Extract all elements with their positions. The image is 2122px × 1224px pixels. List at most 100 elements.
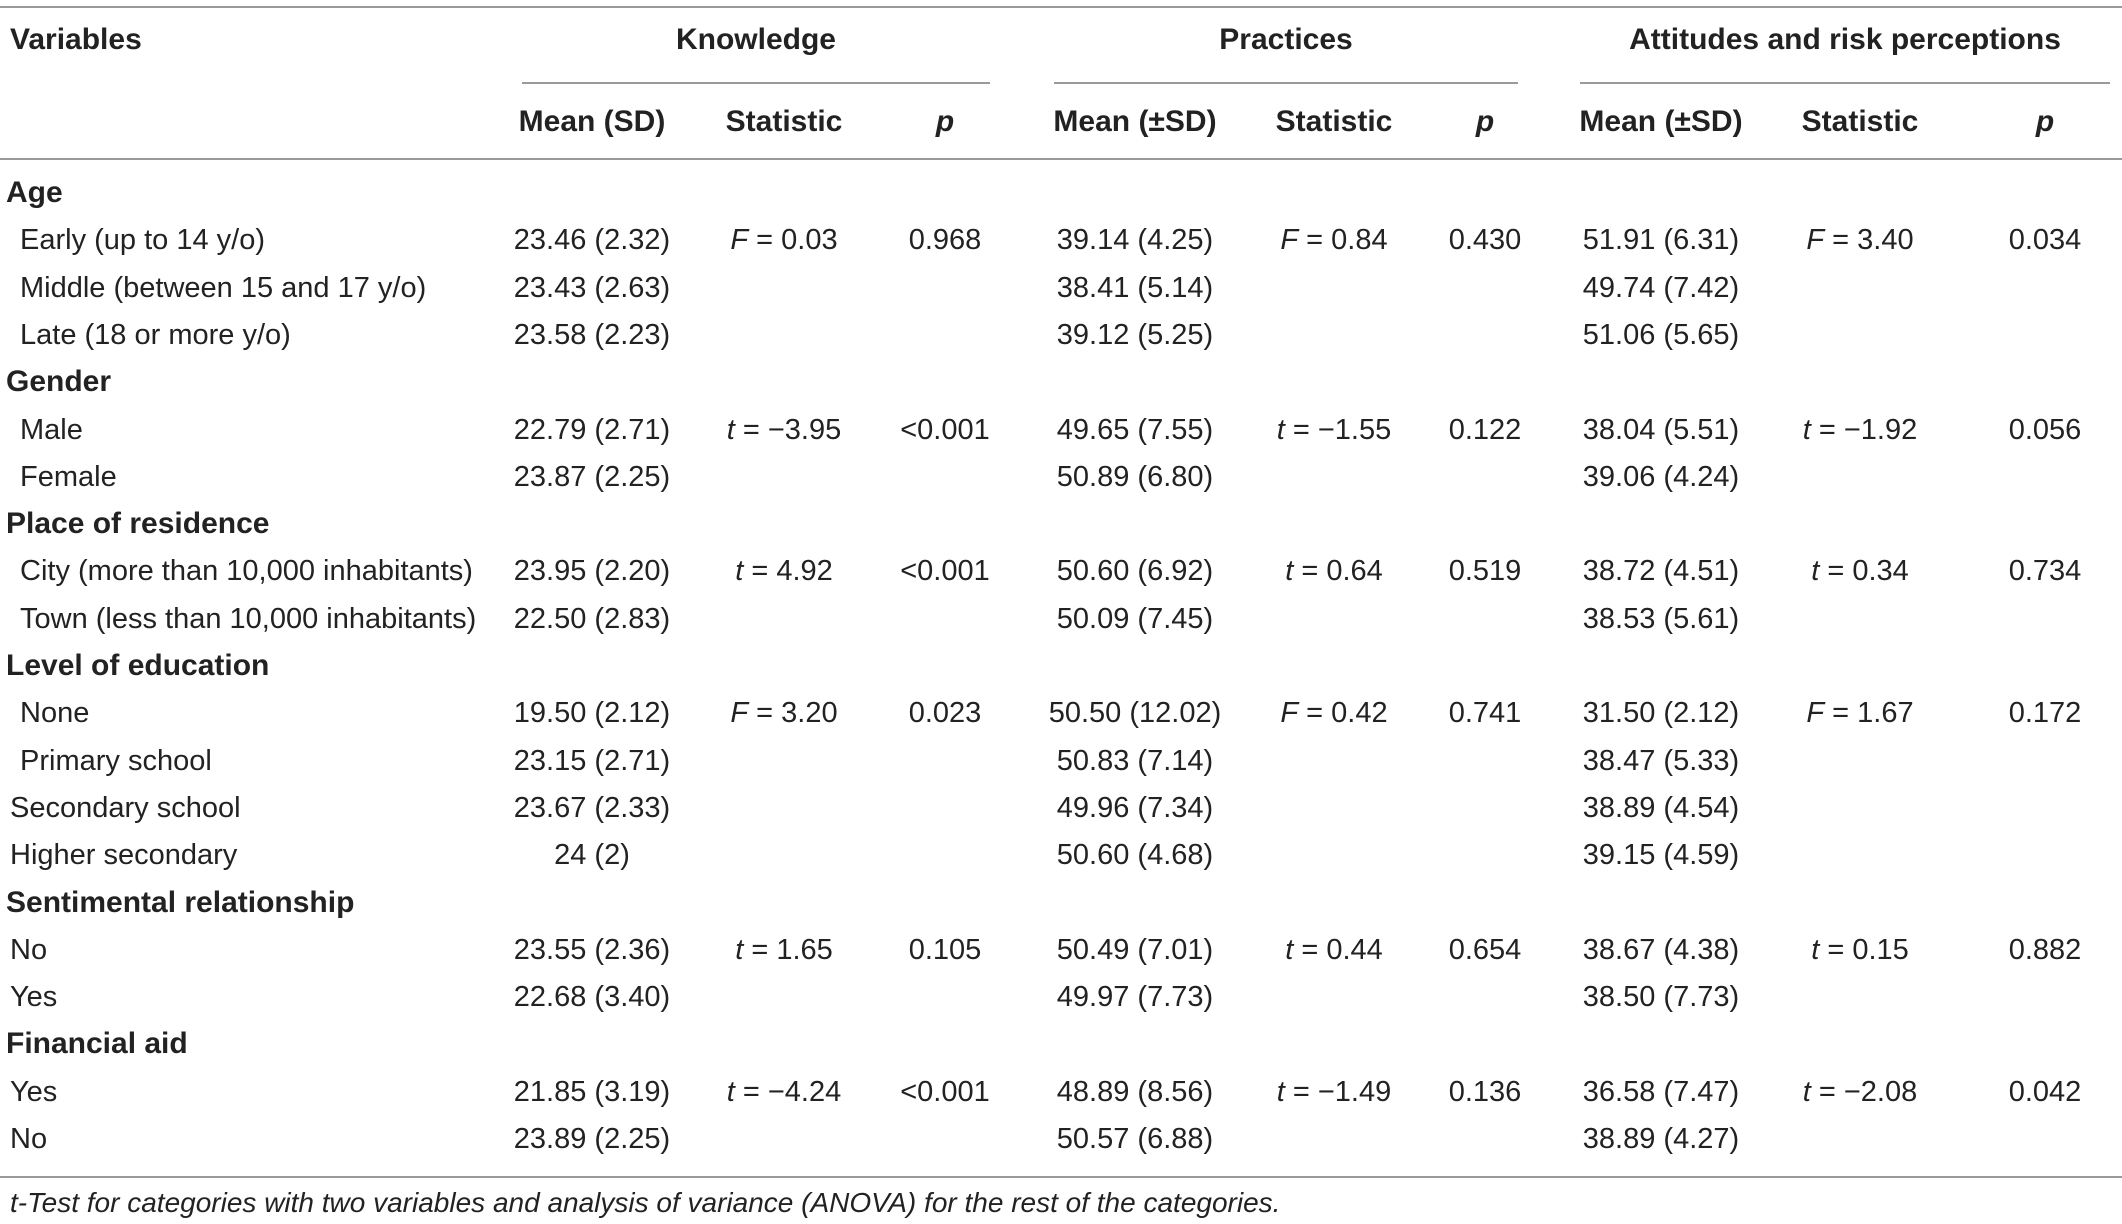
attitudes-mean-cell: 38.89 (4.27) [1582, 1123, 1740, 1155]
statistic-symbol: F [1280, 697, 1299, 729]
statistic-value: = −2.08 [1810, 1076, 1918, 1108]
knowledge-mean-cell: 23.67 (2.33) [513, 792, 671, 824]
subheader-attitudes-statistic: Statistic [1801, 105, 1919, 138]
header-group-attitudes: Attitudes and risk perceptions [1629, 23, 2061, 56]
attitudes-mean-cell: 39.06 (4.24) [1582, 461, 1740, 493]
row-label: Town (less than 10,000 inhabitants) [20, 603, 477, 635]
subheader-attitudes-p-text: p [2035, 105, 2055, 138]
statistic-value: = 0.15 [1819, 934, 1909, 966]
statistic-symbol: t [1811, 934, 1820, 966]
attitudes-statistic-cell: F = 1.67 [1780, 695, 1940, 731]
subheader-knowledge-p: p [880, 104, 1010, 140]
practices-statistic-cell: t = −1.49 [1254, 1074, 1414, 1110]
practices-mean-cell: 49.65 (7.55) [1056, 414, 1214, 446]
practices-statistic-cell: F = 0.42 [1254, 695, 1414, 731]
attitudes-statistic-cell: t = 0.15 [1780, 932, 1940, 968]
subheader-practices-statistic: Statistic [1275, 105, 1393, 138]
knowledge-statistic-cell: t = −4.24 [704, 1074, 864, 1110]
practices-p-cell: 0.136 [1448, 1076, 1522, 1108]
attitudes-mean-cell: 39.15 (4.59) [1582, 839, 1740, 871]
knowledge-p-cell: 0.023 [908, 697, 982, 729]
statistic-value: = 1.67 [1824, 697, 1914, 729]
knowledge-statistic-cell: t = 4.92 [704, 553, 864, 589]
statistic-symbol: t [726, 414, 735, 446]
header-variables: Variables [10, 23, 142, 56]
attitudes-mean-cell: 38.47 (5.33) [1582, 745, 1740, 777]
subheader-practices-p-text: p [1475, 105, 1495, 138]
row-label: None [20, 697, 90, 729]
knowledge-mean-cell: 19.50 (2.12) [513, 697, 671, 729]
knowledge-p-cell: <0.001 [900, 555, 990, 587]
attitudes-p-cell: 0.734 [2008, 555, 2082, 587]
attitudes-mean-cell: 38.72 (4.51) [1582, 555, 1740, 587]
practices-mean-cell: 49.96 (7.34) [1056, 792, 1214, 824]
statistic-value: = −1.55 [1284, 414, 1392, 446]
category-heading: Gender [6, 365, 112, 398]
attitudes-mean-cell: 38.50 (7.73) [1582, 981, 1740, 1013]
knowledge-mean-cell: 23.95 (2.20) [513, 555, 671, 587]
attitudes-mean-cell: 31.50 (2.12) [1582, 697, 1740, 729]
statistic-value: = −3.95 [734, 414, 842, 446]
row-label: No [10, 934, 48, 966]
knowledge-statistic-cell: t = 1.65 [704, 932, 864, 968]
statistic-symbol: t [1802, 1076, 1811, 1108]
attitudes-p-cell: 0.042 [2008, 1076, 2082, 1108]
knowledge-mean-cell: 22.50 (2.83) [513, 603, 671, 635]
row-label: Female [20, 461, 117, 493]
attitudes-statistic-cell: t = −1.92 [1780, 412, 1940, 448]
statistic-value: = 1.65 [743, 934, 833, 966]
attitudes-mean-cell: 51.06 (5.65) [1582, 319, 1740, 351]
knowledge-group-rule [522, 82, 990, 84]
header-bottom-rule [0, 158, 2122, 160]
category-heading: Sentimental relationship [6, 886, 355, 919]
statistic-symbol: t [1285, 555, 1294, 587]
header-group-knowledge: Knowledge [675, 23, 836, 56]
practices-mean-cell: 50.83 (7.14) [1056, 745, 1214, 777]
statistic-value: = 3.20 [748, 697, 838, 729]
knowledge-mean-cell: 22.68 (3.40) [513, 981, 671, 1013]
statistic-symbol: t [726, 1076, 735, 1108]
practices-mean-cell: 50.09 (7.45) [1056, 603, 1214, 635]
practices-mean-cell: 48.89 (8.56) [1056, 1076, 1214, 1108]
statistic-symbol: F [1280, 224, 1299, 256]
statistic-value: = 0.44 [1293, 934, 1383, 966]
row-label: Yes [10, 1076, 58, 1108]
statistic-value: = 0.84 [1298, 224, 1388, 256]
knowledge-mean-cell: 23.55 (2.36) [513, 934, 671, 966]
knowledge-mean-cell: 24 (2) [554, 839, 630, 871]
table-footnote: t-Test for categories with two variables… [10, 1187, 1281, 1218]
attitudes-mean-cell: 38.53 (5.61) [1582, 603, 1740, 635]
row-label: Secondary school [10, 792, 241, 824]
top-rule [0, 6, 2122, 8]
statistic-value: = 0.64 [1293, 555, 1383, 587]
statistic-value: = 0.34 [1819, 555, 1909, 587]
attitudes-mean-cell: 36.58 (7.47) [1582, 1076, 1740, 1108]
practices-mean-cell: 50.49 (7.01) [1056, 934, 1214, 966]
subheader-knowledge-p-text: p [935, 105, 955, 138]
knowledge-mean-cell: 21.85 (3.19) [513, 1076, 671, 1108]
practices-statistic-cell: t = 0.44 [1254, 932, 1414, 968]
knowledge-statistic-cell: F = 3.20 [704, 695, 864, 731]
knowledge-mean-cell: 22.79 (2.71) [513, 414, 671, 446]
subheader-knowledge-statistic: Statistic [725, 105, 843, 138]
row-label: City (more than 10,000 inhabitants) [20, 555, 473, 587]
statistic-symbol: t [1285, 934, 1294, 966]
category-heading: Age [6, 176, 63, 209]
statistic-value: = −1.49 [1284, 1076, 1392, 1108]
statistic-symbol: t [1802, 414, 1811, 446]
practices-mean-cell: 39.14 (4.25) [1056, 224, 1214, 256]
statistic-symbol: F [730, 697, 749, 729]
attitudes-mean-cell: 38.67 (4.38) [1582, 934, 1740, 966]
statistic-symbol: t [1276, 414, 1285, 446]
knowledge-statistic-cell: t = −3.95 [704, 412, 864, 448]
attitudes-mean-cell: 51.91 (6.31) [1582, 224, 1740, 256]
attitudes-statistic-cell: t = 0.34 [1780, 553, 1940, 589]
knowledge-statistic-cell: F = 0.03 [704, 222, 864, 258]
bottom-rule [0, 1176, 2122, 1178]
row-label: Male [20, 414, 83, 446]
knowledge-mean-cell: 23.43 (2.63) [513, 272, 671, 304]
practices-mean-cell: 50.60 (4.68) [1056, 839, 1214, 871]
practices-p-cell: 0.741 [1448, 697, 1522, 729]
practices-p-cell: 0.430 [1448, 224, 1522, 256]
row-label: Primary school [20, 745, 212, 777]
